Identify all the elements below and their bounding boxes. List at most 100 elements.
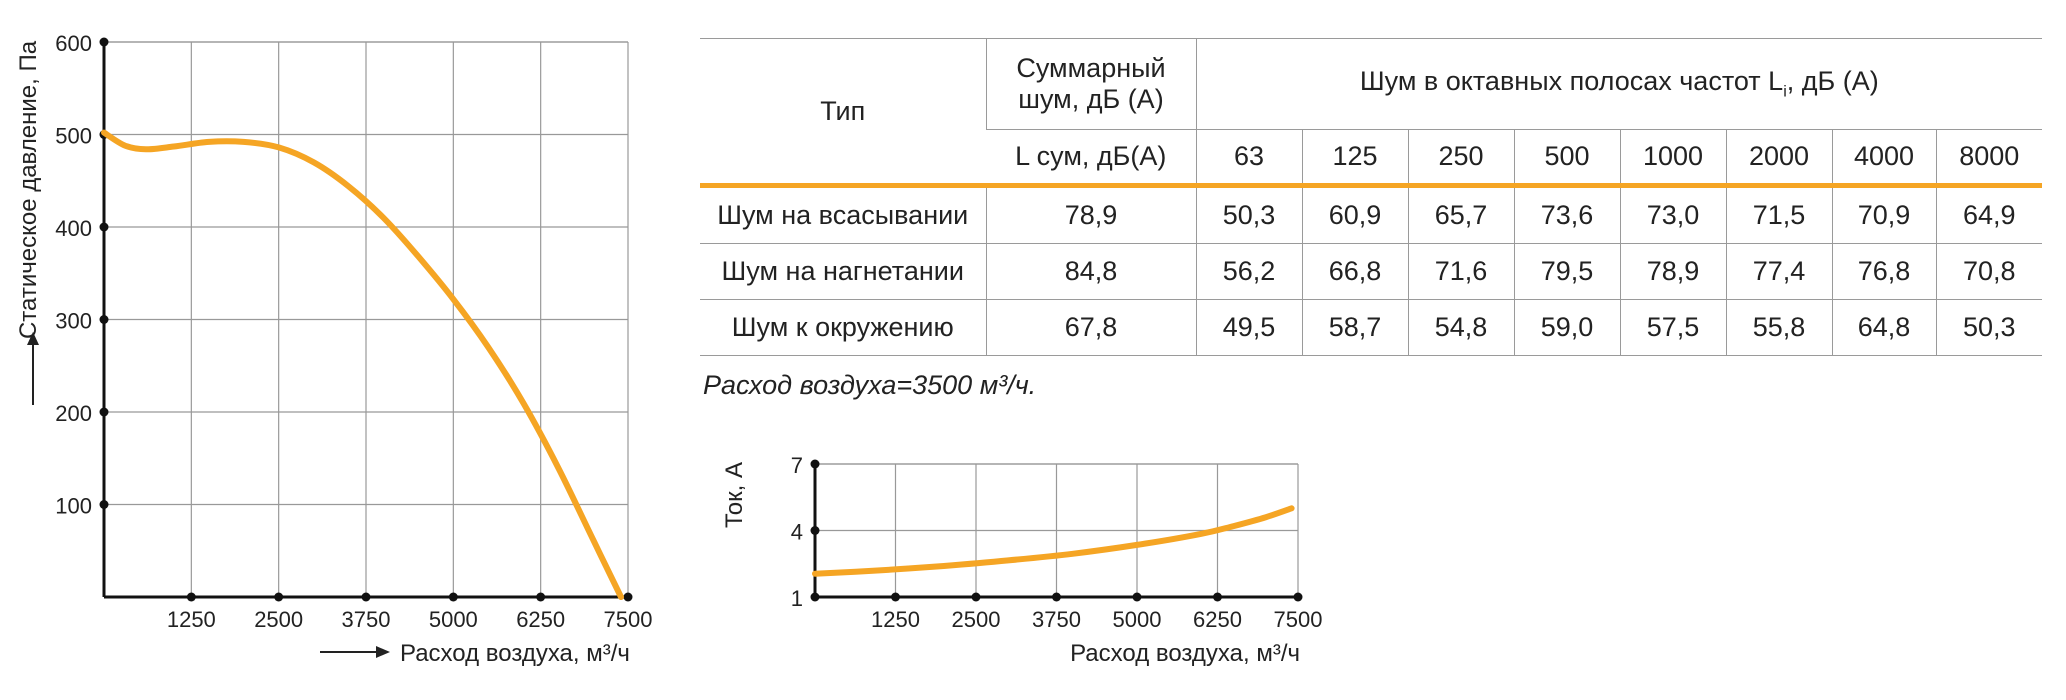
row-value: 58,7 — [1301, 299, 1408, 356]
table-row: Шум на всасывании 78,9 50,3 60,9 65,7 73… — [700, 188, 2043, 244]
pressure-chart-grid — [104, 41, 629, 597]
noise-table: Тип Суммарный шум, дБ (А) Шум в октавных… — [700, 38, 2043, 356]
x-tick-label: 2500 — [952, 607, 1001, 632]
row-value: 60,9 — [1301, 188, 1408, 244]
row-value: 70,8 — [1935, 243, 2043, 300]
x-tick-dot — [1052, 592, 1061, 602]
y-tick-dot — [810, 459, 820, 469]
row-value: 73,6 — [1513, 188, 1620, 244]
pressure-x-axis-label-group: Расход воздуха, м³/ч — [320, 640, 630, 667]
total-sub-header: L сум, дБ(А) — [1015, 141, 1167, 171]
current-curve — [812, 505, 1295, 577]
row-name: Шум к окружению — [700, 299, 986, 356]
freq-header: 8000 — [1935, 129, 2043, 186]
y-tick-dot — [99, 222, 109, 232]
row-total: 78,9 — [985, 188, 1196, 244]
x-tick-dot — [1293, 592, 1303, 602]
x-tick-label: 1250 — [871, 607, 920, 632]
table-row: Шум к окружению 67,8 49,5 58,7 54,8 59,0… — [700, 299, 2043, 356]
y-tick-dot — [99, 315, 109, 324]
freq-header: 2000 — [1725, 129, 1832, 186]
current-chart-grid — [815, 463, 1299, 597]
row-name: Шум на нагнетании — [700, 243, 986, 300]
freq-header: 4000 — [1831, 129, 1936, 186]
total-noise-header: Суммарный шум, дБ (А) — [985, 38, 1196, 130]
freq-header: 1000 — [1619, 129, 1726, 186]
row-value: 54,8 — [1407, 299, 1514, 356]
y-tick-label: 300 — [55, 309, 92, 334]
table-header-row: Тип Суммарный шум, дБ (А) Шум в октавных… — [700, 38, 2043, 186]
x-tick-dot — [623, 592, 633, 602]
y-tick-label: 4 — [791, 520, 803, 545]
x-tick-dot — [891, 592, 900, 602]
noise-table-wrapper: Тип Суммарный шум, дБ (А) Шум в октавных… — [700, 38, 2043, 356]
current-y-axis-label: Ток, А — [721, 462, 748, 528]
x-tick-dot — [971, 592, 981, 602]
x-tick-dot — [361, 592, 371, 602]
x-tick-dot — [186, 592, 196, 602]
y-tick-dot — [99, 37, 109, 47]
x-tick-label: 7500 — [604, 607, 653, 632]
table-subheader-row: L сум, дБ(А) 63 125 250 500 1000 2000 40… — [700, 129, 2043, 186]
y-axis-arrow-head — [27, 332, 39, 345]
row-value: 55,8 — [1725, 299, 1832, 356]
pressure-chart-ticks: 1250 2500 3750 5000 6250 7500 100 200 300 400 500 6… — [55, 31, 652, 632]
x-tick-dot — [1213, 592, 1222, 602]
x-tick-label: 5000 — [1113, 607, 1162, 632]
row-value: 71,5 — [1725, 188, 1832, 244]
x-tick-label: 3750 — [342, 607, 391, 632]
y-tick-dot — [99, 407, 109, 417]
y-tick-label: 500 — [55, 124, 92, 149]
freq-header: 250 — [1407, 129, 1514, 186]
current-chart-ticks: 1250 2500 3750 5000 6250 7500 1 4 7 — [791, 453, 1323, 632]
x-tick-label: 2500 — [254, 607, 303, 632]
type-header: Тип — [700, 38, 986, 186]
row-value: 76,8 — [1831, 243, 1936, 300]
x-tick-dot — [1132, 592, 1142, 602]
airflow-note: Расход воздуха=3500 м³/ч. — [703, 370, 1037, 400]
current-x-axis-label: Расход воздуха, м³/ч — [1070, 640, 1300, 667]
header-separator — [700, 183, 2043, 190]
freq-header: 63 — [1195, 129, 1302, 186]
x-tick-dot — [448, 592, 458, 602]
pressure-y-axis-label-group: Статическое давление, Па — [15, 40, 42, 405]
pressure-chart: 1250 2500 3750 5000 6250 7500 100 200 300 400 500 6… — [15, 31, 652, 667]
row-value: 64,9 — [1935, 188, 2043, 244]
pressure-curve — [101, 129, 624, 600]
octave-header-main: Шум в октавных полосах частот L — [1359, 66, 1784, 97]
row-value: 56,2 — [1195, 243, 1302, 300]
y-tick-dot — [810, 526, 820, 535]
x-tick-dot — [536, 592, 546, 602]
octave-header-tail: , дБ (А) — [1786, 66, 1879, 97]
y-tick-dot — [99, 500, 109, 509]
x-axis-arrow-head — [376, 646, 390, 658]
row-value: 77,4 — [1725, 243, 1832, 300]
x-tick-label: 3750 — [1032, 607, 1081, 632]
y-tick-label: 100 — [55, 494, 92, 519]
row-value: 78,9 — [1619, 243, 1726, 300]
x-tick-label: 6250 — [516, 607, 565, 632]
octave-header-sub: i — [1783, 83, 1787, 101]
row-value: 66,8 — [1301, 243, 1408, 300]
row-value: 65,7 — [1407, 188, 1514, 244]
total-noise-header-line2: шум, дБ (А) — [1018, 84, 1164, 114]
y-tick-label: 7 — [791, 453, 803, 478]
octave-noise-header: Шум в октавных полосах частот Li, дБ (А) — [1195, 38, 2043, 130]
x-tick-label: 5000 — [429, 607, 478, 632]
y-tick-label: 200 — [55, 401, 92, 426]
x-tick-dot — [274, 592, 284, 602]
pressure-x-axis-label: Расход воздуха, м³/ч — [400, 640, 630, 667]
y-tick-label: 1 — [791, 586, 803, 611]
row-value: 59,0 — [1513, 299, 1620, 356]
pressure-y-axis-label: Статическое давление, Па — [15, 40, 42, 339]
row-value: 50,3 — [1935, 299, 2043, 356]
freq-header: 500 — [1513, 129, 1620, 186]
freq-header: 125 — [1301, 129, 1408, 186]
row-value: 70,9 — [1831, 188, 1936, 244]
total-noise-header-line1: Суммарный — [1016, 53, 1166, 83]
y-tick-label: 400 — [55, 216, 92, 241]
row-name: Шум на всасывании — [700, 188, 986, 244]
row-value: 71,6 — [1407, 243, 1514, 300]
x-tick-label: 6250 — [1193, 607, 1242, 632]
row-value: 64,8 — [1831, 299, 1936, 356]
